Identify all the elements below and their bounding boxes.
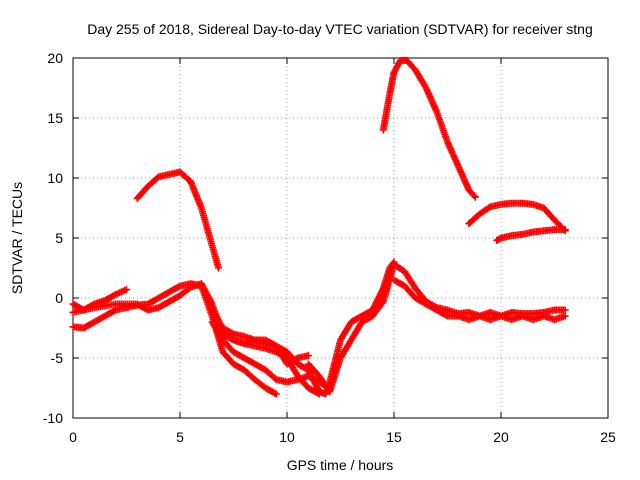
series-sat-8 bbox=[304, 260, 569, 396]
data-point-marker bbox=[228, 329, 236, 337]
y-tick-label: -5 bbox=[51, 350, 64, 366]
series-sat-12 bbox=[493, 226, 569, 244]
data-point-marker bbox=[110, 307, 118, 315]
data-point-marker bbox=[174, 283, 182, 291]
x-axis-label: GPS time / hours bbox=[287, 457, 394, 473]
series-sat-10 bbox=[379, 56, 479, 201]
data-points bbox=[69, 56, 569, 398]
series-sat-4 bbox=[69, 280, 323, 398]
x-tick-label: 20 bbox=[493, 429, 509, 445]
y-tick-label: -10 bbox=[43, 410, 63, 426]
data-point-marker bbox=[123, 286, 130, 294]
x-tick-label: 15 bbox=[386, 429, 402, 445]
x-tick-label: 25 bbox=[600, 429, 616, 445]
series-sat-9 bbox=[390, 276, 569, 324]
data-point-marker bbox=[442, 311, 450, 319]
data-point-marker bbox=[215, 264, 223, 272]
x-tick-label: 10 bbox=[279, 429, 295, 445]
x-tick-label: 0 bbox=[69, 429, 77, 445]
y-tick-label: 10 bbox=[47, 170, 63, 186]
x-tick-label: 5 bbox=[176, 429, 184, 445]
data-point-marker bbox=[561, 312, 569, 320]
axis-ticks: 0 5 10 15 20 25 -10 -5 0 5 10 15 20 bbox=[43, 50, 616, 445]
chart-title: Day 255 of 2018, Sidereal Day-to-day VTE… bbox=[87, 21, 593, 37]
data-point-marker bbox=[471, 193, 479, 201]
data-point-marker bbox=[470, 192, 478, 200]
y-tick-label: 0 bbox=[55, 290, 63, 306]
data-point-marker bbox=[304, 352, 312, 360]
data-point-marker bbox=[228, 335, 236, 343]
y-tick-label: 15 bbox=[47, 110, 63, 126]
series-sat-11 bbox=[465, 199, 569, 235]
data-point-marker bbox=[485, 204, 493, 212]
data-point-marker bbox=[271, 389, 279, 397]
y-axis-label: SDTVAR / TECUs bbox=[9, 182, 25, 294]
data-point-marker bbox=[561, 306, 569, 314]
data-point-marker bbox=[272, 390, 280, 398]
y-tick-label: 20 bbox=[47, 50, 63, 66]
series-sat-1 bbox=[133, 168, 223, 272]
y-tick-label: 5 bbox=[55, 230, 63, 246]
data-point-marker bbox=[561, 226, 569, 234]
